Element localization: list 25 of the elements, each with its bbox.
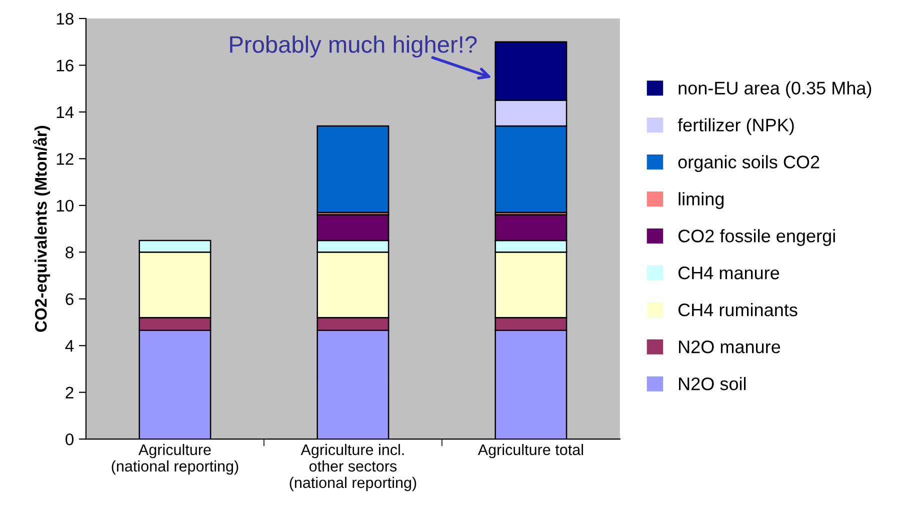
legend-label: fertilizer (NPK) xyxy=(678,118,794,136)
y-tick-label: 10 xyxy=(56,200,74,212)
y-tick-label: 0 xyxy=(66,433,74,446)
x-tick-label: Agriculture total xyxy=(478,444,583,458)
y-tick-label: 16 xyxy=(56,60,74,72)
legend-label: CH4 manure xyxy=(678,266,780,280)
legend-label: non-EU area (0.35 Mha) xyxy=(678,81,872,98)
legend-label: N2O soil xyxy=(679,376,746,390)
y-tick-label: 2 xyxy=(66,386,74,398)
y-tick-label: 14 xyxy=(56,106,74,118)
x-tick-label: Agriculture incl. other sectors (national reporting) xyxy=(290,444,416,492)
y-tick-label: 12 xyxy=(56,153,74,165)
annotation: Probably much higher!? xyxy=(230,36,477,58)
legend-label: N2O manure xyxy=(679,340,780,354)
legend-label: liming xyxy=(678,192,724,209)
legend-label: organic soils CO2 xyxy=(678,155,820,172)
bar xyxy=(316,125,390,214)
y-axis-title: CO2-equivalents (Mton/år) xyxy=(32,126,50,332)
legend-label: CO2 fossile engergi xyxy=(678,229,835,246)
x-tick-label: Agriculture (national reporting) xyxy=(112,444,238,475)
y-tick-label: 8 xyxy=(66,246,74,258)
y-tick-label: 4 xyxy=(65,340,74,352)
legend-label: CH4 ruminants xyxy=(678,303,798,316)
y-tick-label: 6 xyxy=(66,293,74,306)
y-tick-label: 18 xyxy=(56,12,74,25)
